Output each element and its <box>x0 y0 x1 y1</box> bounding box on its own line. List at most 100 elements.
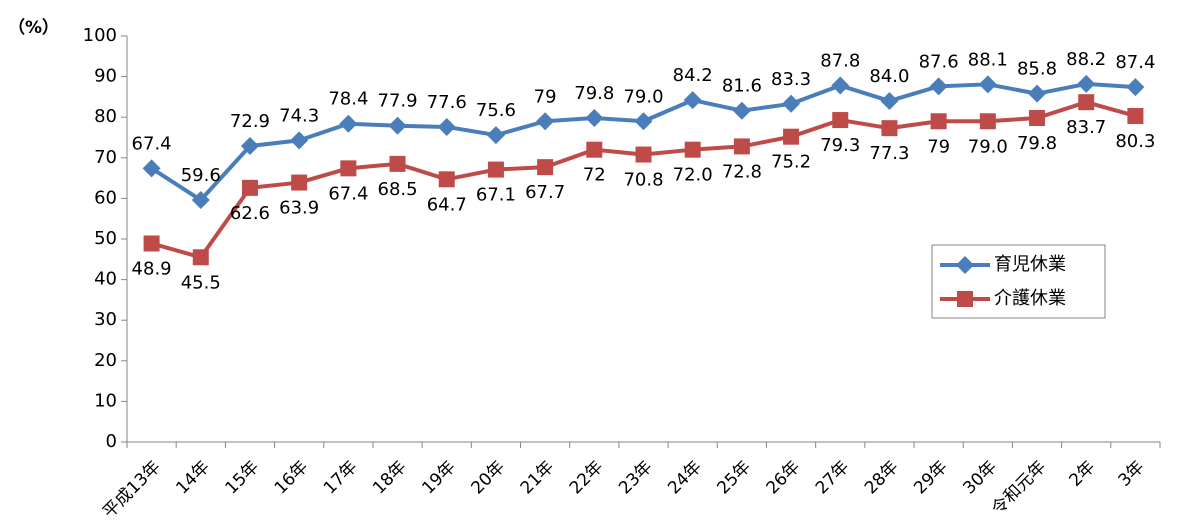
point <box>831 76 850 95</box>
point <box>191 191 210 210</box>
y-tick-label: 40 <box>94 269 117 290</box>
point <box>340 160 357 177</box>
data-label: 83.7 <box>1066 117 1106 138</box>
x-tick-label: 28年 <box>861 457 902 498</box>
data-label: 87.6 <box>919 51 959 72</box>
data-label: 63.9 <box>279 198 319 219</box>
point <box>634 112 653 131</box>
point <box>880 91 899 110</box>
point <box>142 159 161 178</box>
point <box>536 112 555 131</box>
point <box>585 109 604 128</box>
point <box>978 75 997 94</box>
data-label: 67.4 <box>328 183 368 204</box>
data-label: 79 <box>534 86 557 107</box>
data-label: 77.9 <box>378 91 418 112</box>
legend-label: 育児休業 <box>994 254 1066 275</box>
point <box>1126 78 1145 97</box>
data-label: 80.3 <box>1115 131 1155 152</box>
point <box>389 155 406 172</box>
point <box>143 235 160 252</box>
data-label: 79.8 <box>1017 133 1057 154</box>
x-tick-label: 24年 <box>664 457 705 498</box>
y-tick-label: 0 <box>106 431 117 452</box>
point <box>930 113 947 130</box>
data-label: 68.5 <box>378 179 418 200</box>
x-tick-label: 令和元年 <box>988 457 1050 519</box>
y-tick-label: 20 <box>94 350 117 371</box>
point <box>388 116 407 135</box>
x-tick-label: 15年 <box>222 457 263 498</box>
x-tick-label: 29年 <box>910 457 951 498</box>
data-label: 45.5 <box>181 272 221 293</box>
legend-marker <box>956 256 974 274</box>
x-tick-label: 平成13年 <box>99 457 165 523</box>
point <box>339 114 358 133</box>
data-label: 87.4 <box>1115 52 1155 73</box>
point <box>1028 84 1047 103</box>
data-label: 72 <box>583 165 606 186</box>
data-label: 87.8 <box>820 51 860 72</box>
data-label: 67.7 <box>525 182 565 203</box>
point <box>1127 107 1144 124</box>
point <box>291 174 308 191</box>
x-tick-label: 30年 <box>959 457 1000 498</box>
legend-item: 介護休業 <box>940 288 1066 309</box>
data-label: 62.6 <box>230 203 270 224</box>
y-axis-unit: （%） <box>8 17 59 38</box>
point <box>240 137 259 156</box>
point <box>683 91 702 110</box>
data-label: 77.6 <box>427 92 467 113</box>
point <box>733 138 750 155</box>
legend-marker <box>957 291 973 307</box>
y-tick-label: 50 <box>94 228 117 249</box>
point <box>586 141 603 158</box>
point <box>241 179 258 196</box>
point <box>1077 74 1096 93</box>
data-label: 72.8 <box>722 161 762 182</box>
point <box>1029 110 1046 127</box>
data-label: 72.0 <box>673 165 713 186</box>
x-tick-label: 17年 <box>320 457 361 498</box>
y-tick-label: 80 <box>94 106 117 127</box>
point <box>979 113 996 130</box>
x-tick-label: 21年 <box>517 457 558 498</box>
x-tick-label: 3年 <box>1115 457 1149 491</box>
data-label: 79.0 <box>968 136 1008 157</box>
y-tick-label: 70 <box>94 147 117 168</box>
data-label: 75.2 <box>771 152 811 173</box>
x-tick-label: 25年 <box>713 457 754 498</box>
point <box>783 128 800 145</box>
data-label: 48.9 <box>132 258 172 279</box>
y-tick-label: 60 <box>94 187 117 208</box>
legend-item: 育児休業 <box>940 254 1066 275</box>
x-tick-label: 14年 <box>172 457 213 498</box>
legend-label: 介護休業 <box>994 288 1066 309</box>
x-tick-label: 19年 <box>418 457 459 498</box>
data-label: 59.6 <box>181 165 221 186</box>
point <box>437 117 456 136</box>
data-label: 81.6 <box>722 76 762 97</box>
data-label: 79.3 <box>820 135 860 156</box>
data-label: 84.2 <box>673 65 713 86</box>
data-label: 79.8 <box>574 83 614 104</box>
y-tick-label: 100 <box>83 25 117 46</box>
y-tick-label: 90 <box>94 66 117 87</box>
y-tick-label: 30 <box>94 309 117 330</box>
data-label: 79.0 <box>623 86 663 107</box>
data-label: 72.9 <box>230 111 270 132</box>
point <box>486 126 505 145</box>
x-tick-label: 23年 <box>615 457 656 498</box>
x-tick-label: 18年 <box>369 457 410 498</box>
point <box>1078 94 1095 111</box>
data-label: 67.1 <box>476 185 516 206</box>
x-tick-label: 22年 <box>566 457 607 498</box>
data-label: 84.0 <box>869 66 909 87</box>
data-label: 67.4 <box>132 133 172 154</box>
data-label: 75.6 <box>476 100 516 121</box>
point <box>192 249 209 266</box>
data-label: 79 <box>927 136 950 157</box>
data-label: 70.8 <box>623 170 663 191</box>
point <box>881 120 898 137</box>
data-label: 83.3 <box>771 69 811 90</box>
